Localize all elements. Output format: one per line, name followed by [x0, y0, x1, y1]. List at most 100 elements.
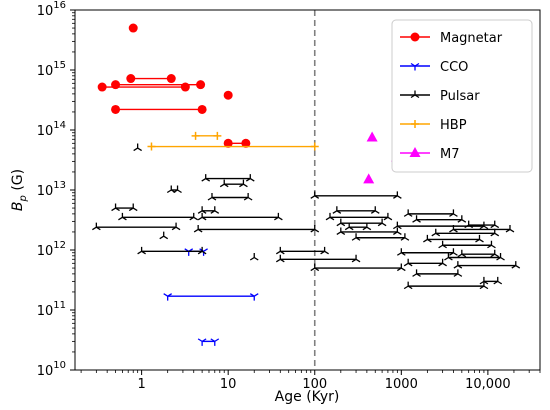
legend-item-pulsar: Pulsar [400, 89, 480, 104]
data-point [245, 174, 255, 182]
data-point [344, 222, 354, 231]
data-point [147, 142, 156, 151]
data-point [487, 240, 496, 249]
data-layer [92, 23, 521, 346]
data-point [351, 233, 361, 241]
data-point [92, 222, 101, 231]
data-point [363, 173, 375, 184]
data-point [370, 206, 380, 214]
data-point [336, 218, 346, 227]
data-point [97, 82, 107, 92]
legend-item-magnetar: Magnetar [400, 31, 503, 46]
data-point [490, 249, 500, 258]
y-axis-label: Bp (G) [10, 169, 29, 211]
data-point [403, 209, 413, 217]
data-point [396, 248, 406, 256]
data-point [366, 131, 378, 142]
y-tick-label: 1011 [37, 300, 66, 319]
y-axis-label-unit: (G) [10, 169, 26, 195]
data-point [449, 248, 458, 256]
data-point [111, 104, 121, 114]
legend-item-cco: CCO [400, 60, 468, 75]
data-point [310, 191, 320, 199]
y-axis-label-main: B [10, 201, 26, 211]
data-point [171, 222, 181, 231]
y-tick-label: 1012 [37, 240, 66, 259]
data-point [431, 228, 441, 237]
data-point [180, 82, 190, 92]
data-point [163, 293, 173, 301]
data-point [403, 258, 413, 267]
data-point [490, 220, 500, 229]
y-tick-label: 1010 [37, 360, 66, 379]
data-point [457, 215, 467, 223]
data-point [453, 269, 463, 277]
data-point [393, 191, 402, 199]
data-point [336, 227, 346, 235]
data-point [197, 246, 207, 255]
data-point [362, 222, 372, 231]
data-point [128, 203, 138, 212]
x-tick-label: 100 [302, 377, 327, 392]
data-point [275, 246, 285, 255]
data-point [423, 234, 432, 243]
data-point [412, 269, 421, 277]
legend: Magnetar CCO Pulsar HBP M7 [391, 19, 533, 173]
series-pulsar [92, 143, 521, 290]
data-point [496, 252, 505, 261]
data-point [126, 74, 136, 84]
data-point [193, 224, 203, 233]
legend-label: Pulsar [440, 89, 480, 104]
series-hbp [147, 131, 319, 151]
data-point [239, 179, 248, 188]
data-point [275, 254, 285, 263]
data-point [173, 185, 182, 194]
data-point [310, 263, 320, 272]
data-point [464, 220, 474, 229]
legend-marker [409, 147, 421, 157]
legend-label: Magnetar [440, 31, 503, 46]
data-point [111, 203, 120, 212]
data-point [383, 212, 393, 221]
y-tick-label: 1014 [37, 120, 66, 139]
data-point [511, 261, 521, 269]
legend-marker [410, 62, 420, 71]
data-point [351, 254, 361, 263]
series-magnetar [97, 23, 251, 148]
legend-label: HBP [440, 118, 467, 133]
y-tick-label: 1015 [37, 60, 66, 79]
data-point [475, 234, 484, 243]
data-point [213, 131, 222, 140]
data-point [197, 338, 207, 346]
x-tick-label: 10 [220, 377, 237, 392]
data-point [493, 276, 503, 285]
data-point [197, 212, 207, 221]
data-point [210, 338, 220, 346]
y-tick-label: 1013 [37, 180, 66, 199]
data-point [219, 179, 229, 188]
data-point [274, 212, 283, 221]
data-point [457, 249, 467, 258]
data-point [128, 23, 138, 33]
data-point [118, 212, 127, 221]
data-point [449, 209, 458, 217]
data-point [393, 221, 402, 230]
data-point [320, 246, 329, 255]
x-tick-label: 1 [137, 377, 145, 392]
data-point [479, 281, 489, 290]
data-point [325, 212, 335, 221]
y-tick-label: 1016 [37, 0, 66, 19]
x-tick-label: 1000 [385, 377, 418, 392]
data-point [377, 218, 387, 227]
legend-item-m7: M7 [400, 147, 460, 162]
data-point [196, 80, 206, 90]
data-point [400, 233, 410, 241]
data-point [111, 80, 121, 90]
data-point [412, 215, 421, 223]
data-point [403, 281, 413, 290]
legend-box [391, 19, 533, 173]
data-point [249, 252, 259, 261]
data-point [243, 192, 253, 201]
axis-layer: 1 10 100 1000 10,000 1010 1011 1012 1013 1014 1015… [37, 0, 541, 392]
